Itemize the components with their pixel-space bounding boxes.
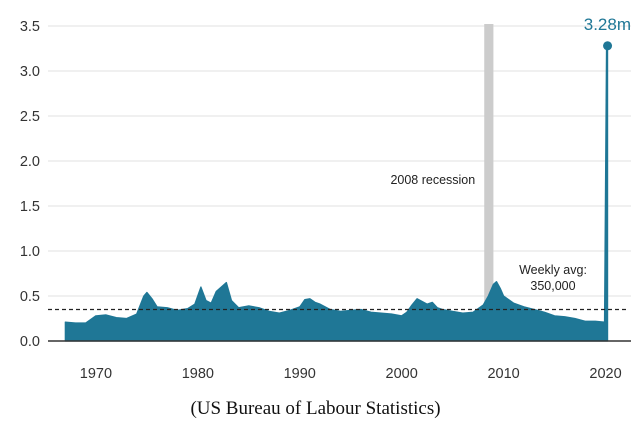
y-tick-label: 0.0: [20, 334, 40, 350]
x-tick-label: 1970: [80, 366, 112, 382]
y-tick-label: 2.0: [20, 154, 40, 170]
recession-label: 2008 recession: [390, 173, 475, 187]
recession-band: [484, 24, 494, 341]
average-label-line-2: 350,000: [530, 279, 575, 293]
grid-lines: [48, 25, 631, 297]
x-tick-label: 2000: [386, 366, 418, 382]
y-tick-label: 3.5: [20, 19, 40, 35]
average-label-line-1: Weekly avg:: [519, 263, 587, 277]
y-tick-label: 2.5: [20, 109, 40, 125]
x-tick-label: 1980: [182, 366, 214, 382]
y-tick-label: 0.5: [20, 289, 40, 305]
claims-area: [64, 45, 609, 342]
source-caption: (US Bureau of Labour Statistics): [190, 398, 441, 419]
x-axis: 1970 1980 1990 2000 2010 2020: [80, 366, 622, 382]
x-tick-label: 1990: [284, 366, 316, 382]
y-tick-label: 1.0: [20, 244, 40, 260]
peak-label: 3.28m: [584, 15, 631, 34]
y-tick-label: 1.5: [20, 199, 40, 215]
y-tick-label: 3.0: [20, 64, 40, 80]
x-tick-label: 2020: [589, 366, 621, 382]
x-tick-label: 2010: [487, 366, 519, 382]
y-axis: 0.0 0.5 1.0 1.5 2.0 2.5 3.0 3.5: [20, 19, 40, 350]
peak-marker: [603, 41, 613, 51]
